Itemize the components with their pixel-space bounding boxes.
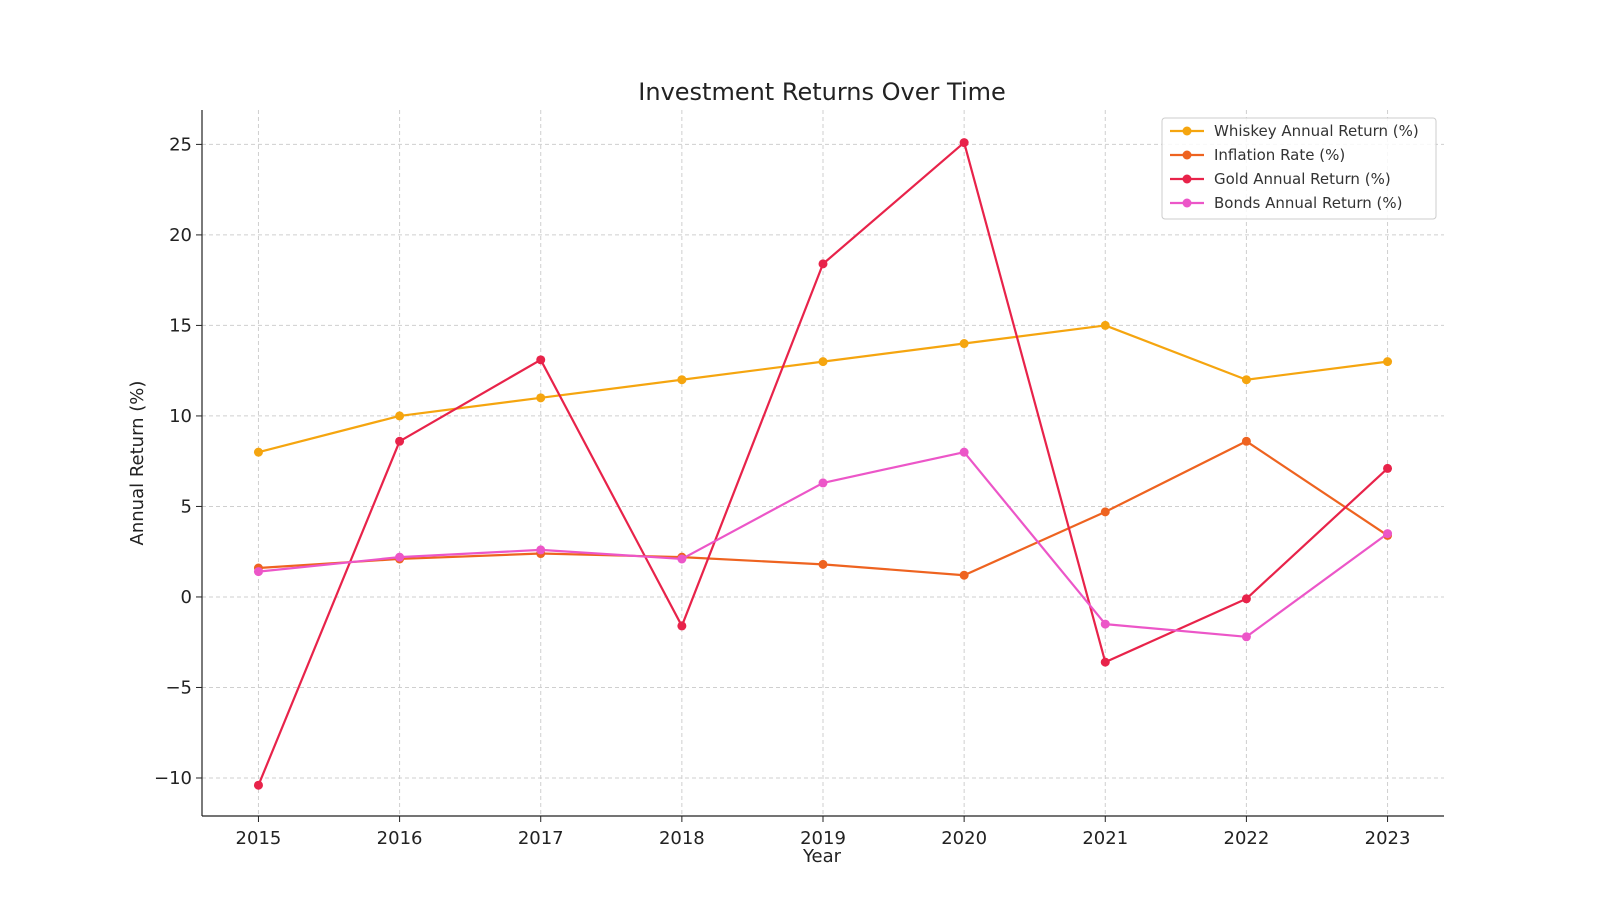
data-point [959,570,969,580]
x-tick-label: 2020 [941,828,987,849]
legend-item: Gold Annual Return (%) [1170,170,1391,188]
series [253,138,1393,790]
data-point [959,339,969,349]
data-point [1383,529,1393,539]
chart-title: Investment Returns Over Time [638,78,1005,106]
y-axis-title: Annual Return (%) [127,381,148,546]
data-point [818,357,828,367]
legend-box [1161,117,1437,220]
ticks: 2015 2016 2017 2018 2019 2020 2021 2022 2023−10−… [154,134,1410,849]
data-point [536,355,546,365]
data-point [253,567,263,577]
x-tick-label: 2016 [377,828,423,849]
y-tick-label: 10 [169,406,192,427]
data-point [1383,463,1393,473]
grid [202,110,1444,816]
x-tick-label: 2022 [1224,828,1270,849]
y-tick-label: 20 [169,225,192,246]
y-tick-label: 5 [181,496,192,517]
data-point [818,559,828,569]
legend-label: Bonds Annual Return (%) [1214,194,1403,212]
data-point [818,259,828,269]
legend-marker [1182,126,1192,136]
legend-item: Inflation Rate (%) [1170,146,1345,164]
legend: Whiskey Annual Return (%) Inflation Rate … [1161,117,1437,220]
data-point [1100,619,1110,629]
y-tick-label: 0 [181,587,192,608]
data-point [395,411,405,421]
data-point [536,393,546,403]
data-point [677,621,687,631]
legend-item: Whiskey Annual Return (%) [1170,122,1419,140]
legend-label: Gold Annual Return (%) [1214,170,1391,188]
series-group [253,320,1393,457]
data-point [253,447,263,457]
legend-label: Inflation Rate (%) [1214,146,1345,164]
data-point [1383,357,1393,367]
data-point [395,552,405,562]
data-point [959,138,969,148]
y-tick-label: 15 [169,315,192,336]
series-group [253,447,1393,642]
legend-label: Whiskey Annual Return (%) [1214,122,1419,140]
data-point [1241,594,1251,604]
y-tick-label: −5 [165,677,192,698]
data-point [253,780,263,790]
data-point [1241,632,1251,642]
legend-marker [1182,150,1192,160]
series-group [253,138,1393,790]
data-point [818,478,828,488]
x-tick-label: 2023 [1365,828,1411,849]
data-point [536,545,546,555]
data-point [1100,507,1110,517]
legend-marker [1182,174,1192,184]
legend-marker [1182,198,1192,208]
data-point [1241,375,1251,385]
x-tick-label: 2015 [236,828,282,849]
data-point [1100,657,1110,667]
data-point [677,554,687,564]
data-point [1241,436,1251,446]
x-axis-title: Year [802,846,842,867]
data-point [1100,320,1110,330]
y-tick-label: 25 [169,134,192,155]
data-point [959,447,969,457]
x-tick-label: 2018 [659,828,705,849]
x-tick-label: 2017 [518,828,564,849]
data-point [395,436,405,446]
x-tick-label: 2021 [1082,828,1128,849]
legend-item: Bonds Annual Return (%) [1170,194,1403,212]
y-tick-label: −10 [154,768,192,789]
data-point [677,375,687,385]
x-tick-label: 2019 [800,828,846,849]
